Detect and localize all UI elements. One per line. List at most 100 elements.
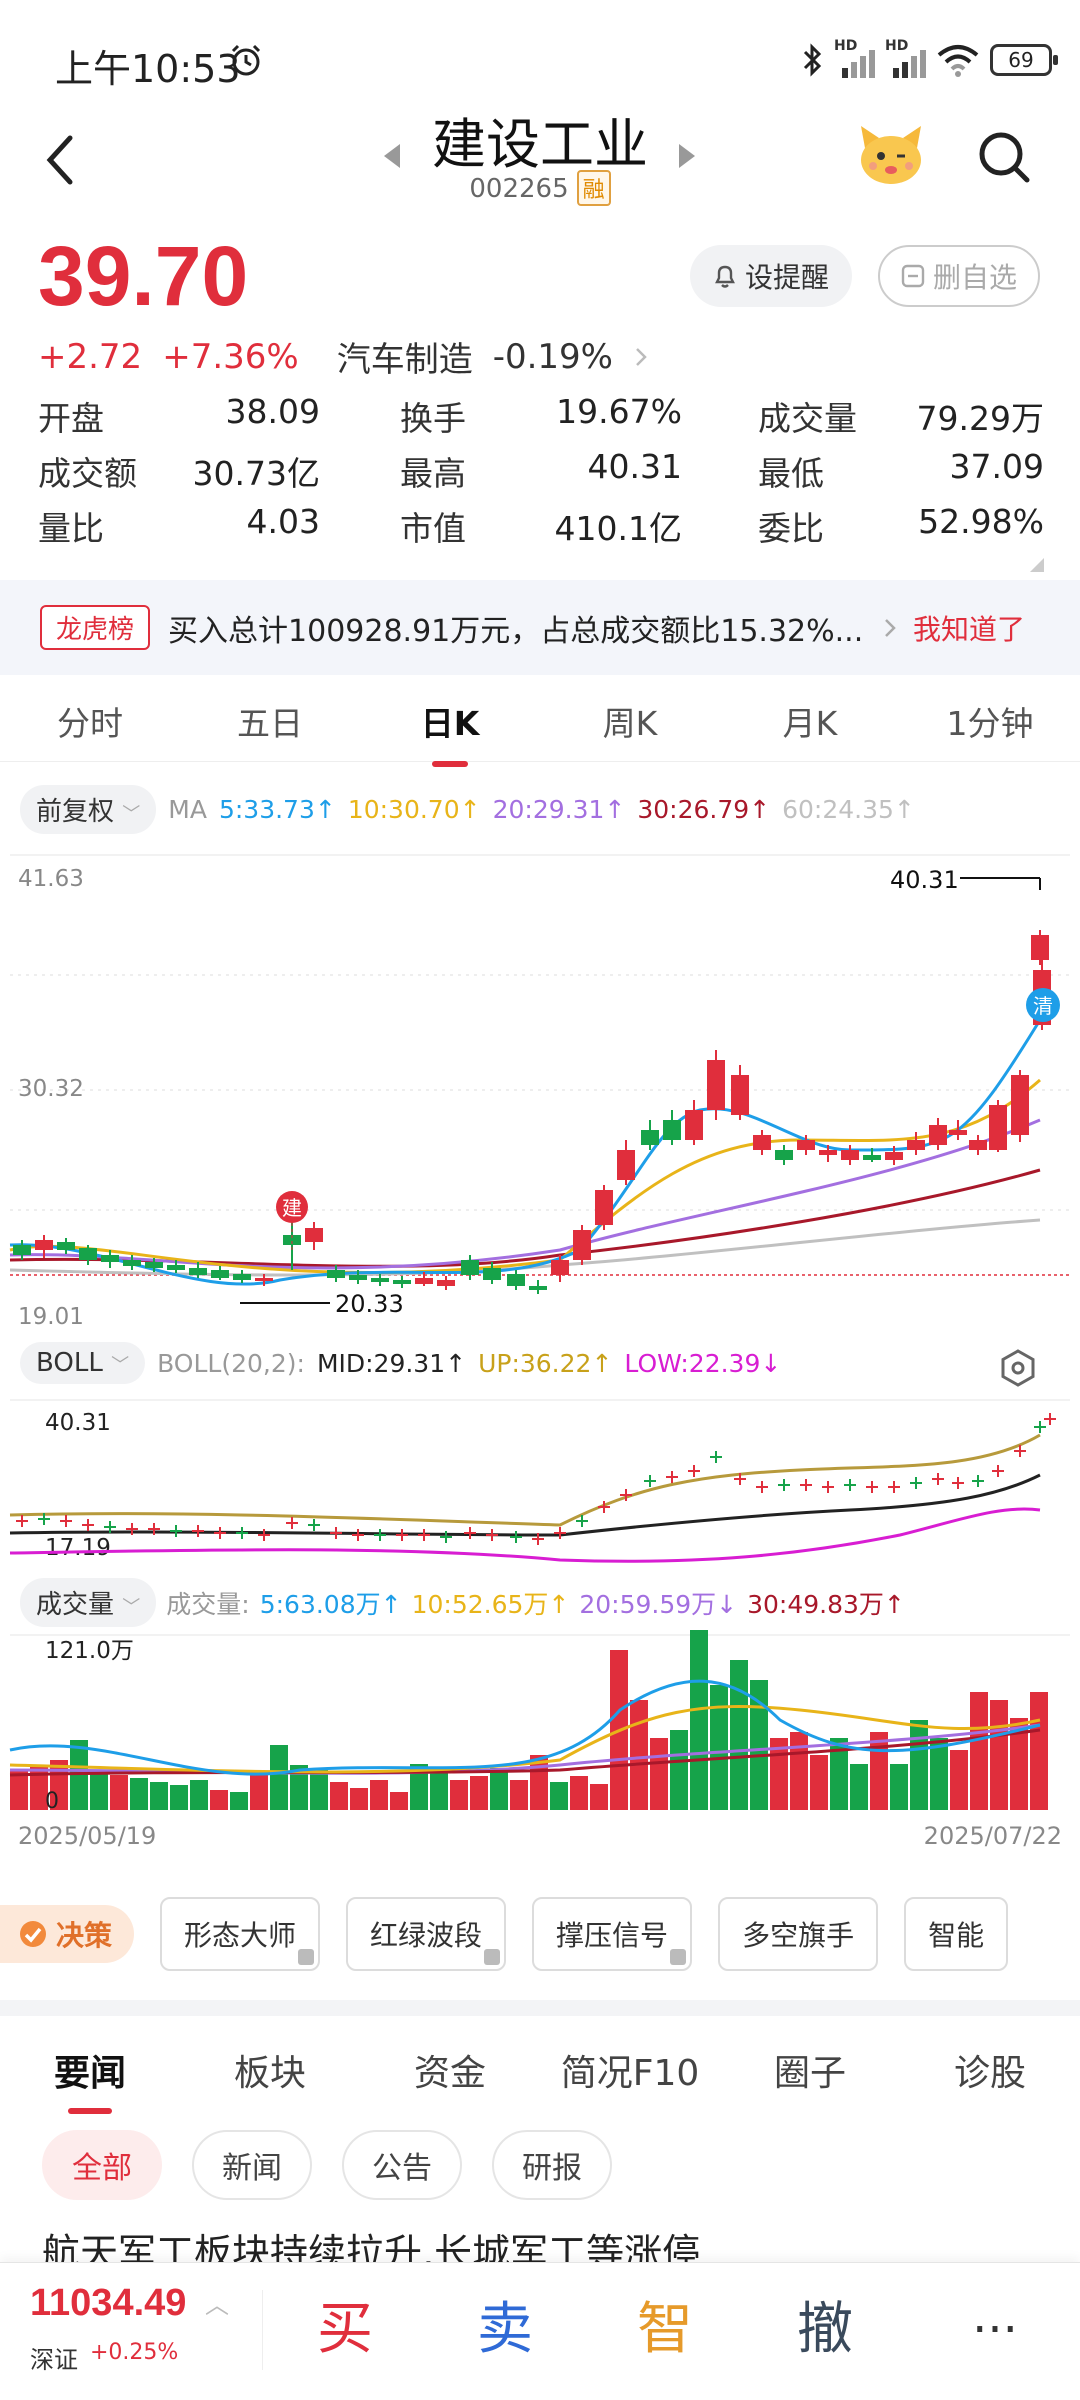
news-filter[interactable]: 公告	[342, 2130, 462, 2200]
expand-corner-icon[interactable]	[1030, 558, 1044, 572]
candle-body	[885, 1152, 903, 1160]
kline-chart[interactable]: 41.63 30.32 19.01 40.31 20.33 建 清	[0, 850, 1080, 1330]
volume-bar	[350, 1788, 368, 1810]
volume-bar	[110, 1775, 128, 1810]
news-tab[interactable]: 板块	[233, 2053, 306, 2094]
volume-bar	[530, 1755, 548, 1810]
news-tab[interactable]: 要闻	[0, 2044, 180, 2114]
news-tab[interactable]: 简况F10	[560, 2053, 700, 2094]
volume-chart[interactable]: 121.0万 0	[0, 1630, 1080, 1815]
decision-tag[interactable]: 决策	[0, 1905, 135, 1963]
decision-icon	[20, 1921, 46, 1947]
stock-code-row: 002265 融	[390, 170, 690, 206]
volume-bar	[810, 1755, 828, 1810]
period-tab[interactable]: 分时	[57, 703, 123, 743]
bell-icon	[715, 265, 735, 288]
kline-mid-label: 30.32	[18, 1076, 84, 1102]
more-button[interactable]: ···	[972, 2302, 1018, 2358]
candlesticks	[13, 930, 1051, 1294]
clear-badge-label: 清	[1033, 994, 1053, 1018]
back-icon[interactable]	[40, 130, 80, 190]
boll-selector[interactable]: BOLL ﹀	[20, 1342, 146, 1384]
volume-bar	[950, 1750, 968, 1810]
candle-body	[663, 1120, 681, 1140]
next-stock-icon[interactable]	[675, 140, 699, 172]
boll-bottom-label: 17.19	[45, 1535, 111, 1561]
volume-bar	[370, 1780, 388, 1810]
search-icon[interactable]	[975, 128, 1033, 186]
adjust-selector[interactable]: 前复权 ﹀	[20, 784, 157, 834]
period-tab[interactable]: 日K	[360, 697, 540, 767]
quote-label: 换手	[400, 398, 466, 438]
news-filter[interactable]: 新闻	[192, 2130, 312, 2200]
chevron-up-icon[interactable]: ︿	[205, 2291, 229, 2319]
set-alert-button[interactable]: 设提醒	[690, 245, 852, 307]
volume-bar	[250, 1775, 268, 1810]
acknowledge-button[interactable]: 我知道了	[913, 612, 1026, 646]
price-change-row: +2.72 +7.36% 汽车制造 -0.19%	[38, 332, 649, 381]
tool-button[interactable]: 形态大师	[160, 1897, 321, 1971]
news-headline[interactable]: 航天军工板块持续拉升,长城军工等涨停	[42, 2231, 701, 2262]
smart-button[interactable]: 智	[637, 2297, 693, 2362]
tool-button[interactable]: 多空旗手	[718, 1897, 879, 1971]
kline-low-mark: 20.33	[335, 1290, 404, 1318]
volume-prefix: 成交量:	[166, 1589, 250, 1619]
volume-bar	[850, 1764, 868, 1810]
index-value[interactable]: 11034.49	[30, 2282, 187, 2324]
news-filter[interactable]: 全部	[42, 2130, 162, 2200]
period-tab[interactable]: 周K	[602, 703, 658, 743]
sell-button[interactable]: 卖	[477, 2297, 533, 2362]
quote-row: 量比 4.03 市值 410.1亿 委比 52.98%	[38, 498, 1044, 553]
candle-body	[819, 1150, 837, 1155]
dragon-tiger-banner[interactable]: 龙虎榜 买入总计100928.91万元，占总成交额比15.32%... 我知道了	[0, 580, 1080, 675]
build-badge-label: 建	[282, 1196, 302, 1220]
volume-bar	[450, 1780, 468, 1810]
settings-icon[interactable]	[998, 1348, 1038, 1388]
tool-button[interactable]: 智能	[904, 1897, 1009, 1971]
volume-bar	[1010, 1718, 1028, 1810]
boll-chart[interactable]: 40.31 17.19	[0, 1395, 1080, 1575]
volume-bar	[650, 1738, 668, 1810]
dragon-tiger-text: 买入总计100928.91万元，占总成交额比15.32%...	[168, 613, 864, 649]
quote-cell: 成交量 79.29万	[758, 392, 1044, 440]
news-tab[interactable]: 诊股	[953, 2053, 1026, 2094]
quote-value: 19.67%	[556, 391, 682, 431]
remove-watchlist-button[interactable]: 删自选	[878, 245, 1040, 307]
buy-button[interactable]: 买	[317, 2297, 373, 2362]
candle-body	[349, 1275, 367, 1280]
candle-body	[797, 1140, 815, 1150]
period-tab[interactable]: 月K	[782, 703, 838, 743]
chevron-right-icon[interactable]	[633, 345, 649, 369]
news-tab[interactable]: 资金	[413, 2053, 486, 2094]
candle-body	[551, 1260, 569, 1275]
volume-bar	[870, 1732, 888, 1810]
tool-button[interactable]: 撑压信号	[532, 1897, 693, 1971]
divider	[262, 2290, 263, 2370]
tool-button[interactable]: 红绿波段	[346, 1897, 507, 1971]
status-icons: HD HD 69	[802, 38, 1058, 82]
volume-bar	[490, 1768, 508, 1810]
signal-hd-label: HD	[834, 38, 858, 54]
prev-stock-icon[interactable]	[380, 140, 404, 172]
news-filter[interactable]: 研报	[492, 2130, 612, 2200]
sector-name[interactable]: 汽车制造	[336, 340, 473, 380]
volume-bar	[170, 1785, 188, 1810]
cancel-order-button[interactable]: 撤	[797, 2297, 853, 2362]
build-badge[interactable]: 建	[276, 1191, 308, 1250]
volume-selector[interactable]: 成交量 ﹀	[20, 1578, 157, 1627]
volume-legend: 成交量 ﹀ 成交量: 5:63.08万↑ 10:52.65万↑ 20:59.59…	[20, 1578, 905, 1627]
period-tab[interactable]: 五日	[237, 703, 303, 743]
volume-bar	[290, 1765, 308, 1810]
volume-bar	[10, 1770, 28, 1810]
minus-box-icon	[901, 264, 925, 288]
signal-icon: HD	[885, 38, 926, 78]
chevron-down-icon: ﹀	[122, 1597, 141, 1618]
news-tab[interactable]: 圈子	[773, 2053, 846, 2094]
quote-cell: 市值 410.1亿	[400, 502, 682, 550]
remove-watchlist-label: 删自选	[932, 261, 1017, 294]
bluetooth-icon	[803, 43, 822, 77]
period-tab[interactable]: 1分钟	[946, 703, 1034, 743]
mascot-icon[interactable]	[855, 118, 927, 190]
candle-body	[907, 1140, 925, 1150]
clear-badge[interactable]: 清	[1026, 988, 1060, 1022]
